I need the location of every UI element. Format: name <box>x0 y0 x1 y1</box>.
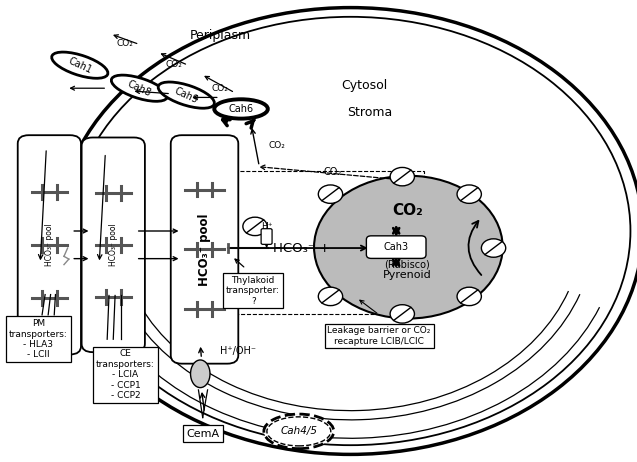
Ellipse shape <box>59 7 637 455</box>
Ellipse shape <box>190 360 210 388</box>
Text: Leakage barrier or CO₂
recapture LCIB/LCIC: Leakage barrier or CO₂ recapture LCIB/LC… <box>327 326 431 346</box>
Text: Cah4/5: Cah4/5 <box>280 426 317 437</box>
Text: CE
transporters:
- LCIA
- CCP1
- CCP2: CE transporters: - LCIA - CCP1 - CCP2 <box>96 349 155 400</box>
Text: CO₂: CO₂ <box>166 60 183 69</box>
Text: CO₂: CO₂ <box>323 167 341 177</box>
Text: HCO₃⁻ pool: HCO₃⁻ pool <box>109 224 118 266</box>
Ellipse shape <box>264 414 334 449</box>
FancyBboxPatch shape <box>261 229 272 244</box>
Text: CO₂: CO₂ <box>392 203 422 218</box>
Text: HCO₃⁻ pool: HCO₃⁻ pool <box>45 224 54 266</box>
Ellipse shape <box>158 82 215 108</box>
Circle shape <box>390 305 415 323</box>
Text: HCO₃⁻ +: HCO₃⁻ + <box>273 242 331 255</box>
Text: CemA: CemA <box>186 429 219 438</box>
Text: Cah1: Cah1 <box>66 55 93 75</box>
Text: (Rubisco): (Rubisco) <box>384 259 430 269</box>
Text: Cytosol: Cytosol <box>341 79 388 92</box>
FancyArrowPatch shape <box>468 221 482 275</box>
FancyBboxPatch shape <box>82 138 145 352</box>
Circle shape <box>318 185 343 203</box>
Bar <box>217 171 424 314</box>
Text: Cah8: Cah8 <box>126 79 153 98</box>
Text: CO₂: CO₂ <box>117 38 134 48</box>
Text: CO₂: CO₂ <box>211 84 228 93</box>
Circle shape <box>390 167 415 186</box>
Ellipse shape <box>111 75 168 101</box>
FancyBboxPatch shape <box>171 135 238 364</box>
Text: Cah3: Cah3 <box>383 242 409 252</box>
Ellipse shape <box>214 99 268 119</box>
Text: H⁺: H⁺ <box>261 222 273 231</box>
Circle shape <box>457 287 482 306</box>
FancyBboxPatch shape <box>18 135 81 354</box>
Circle shape <box>243 217 267 236</box>
FancyBboxPatch shape <box>366 236 426 258</box>
Circle shape <box>457 185 482 203</box>
Text: PM
transporters:
- HLA3
- LCII: PM transporters: - HLA3 - LCII <box>9 319 68 359</box>
Text: H⁺/OH⁻: H⁺/OH⁻ <box>220 346 255 356</box>
Ellipse shape <box>52 52 108 78</box>
Circle shape <box>482 239 506 257</box>
Text: Pyrenoid: Pyrenoid <box>383 270 431 280</box>
Text: Stroma: Stroma <box>348 106 393 119</box>
Circle shape <box>314 176 503 318</box>
Text: HCO₃⁻ pool: HCO₃⁻ pool <box>198 213 211 286</box>
Circle shape <box>318 287 343 306</box>
Text: Cah6: Cah6 <box>229 104 254 114</box>
Text: Cah9: Cah9 <box>173 85 200 105</box>
Ellipse shape <box>71 17 631 445</box>
Text: Thylakoid
transporter:
?: Thylakoid transporter: ? <box>226 276 280 306</box>
Text: CO₂: CO₂ <box>268 141 285 150</box>
Text: Periplasm: Periplasm <box>189 29 250 42</box>
